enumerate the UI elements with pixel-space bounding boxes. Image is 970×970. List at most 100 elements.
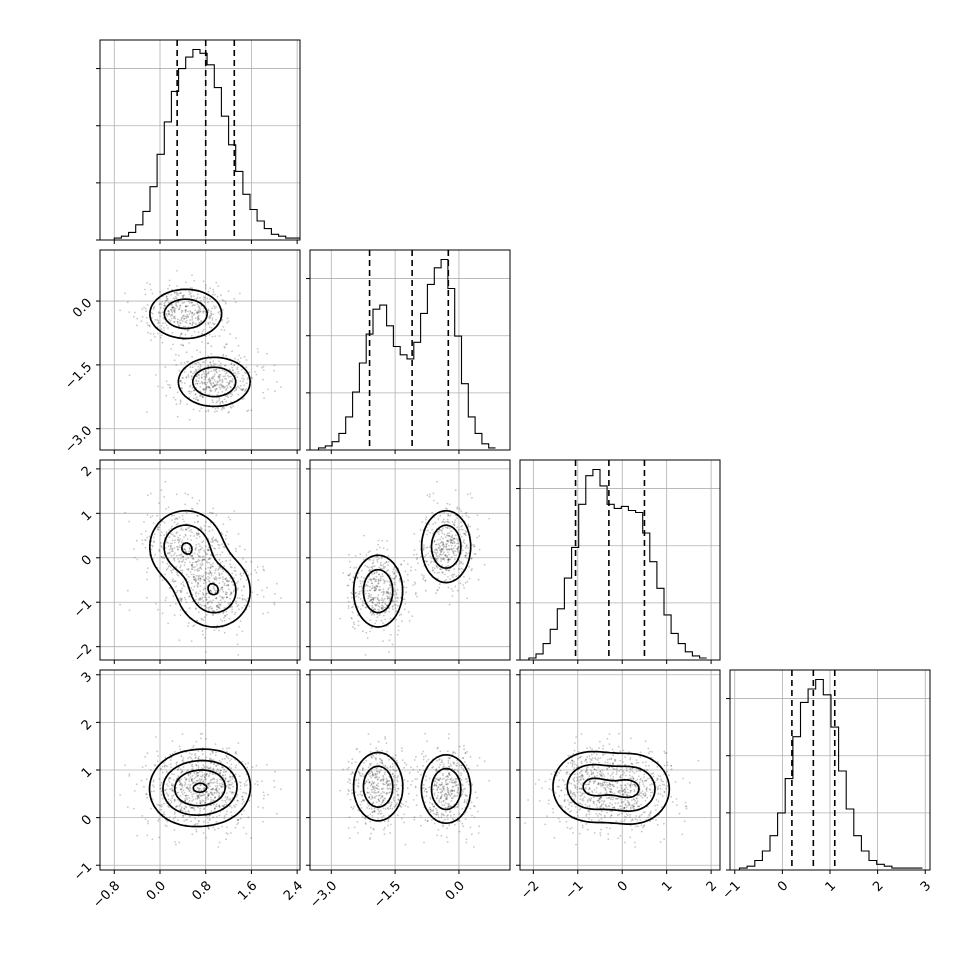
scatter-point — [173, 514, 176, 517]
scatter-point — [389, 765, 392, 768]
scatter-point — [370, 756, 373, 759]
scatter-point — [436, 572, 439, 574]
scatter-point — [396, 776, 399, 779]
scatter-point — [380, 599, 383, 601]
scatter-point — [163, 556, 165, 559]
scatter-point — [136, 834, 139, 837]
scatter-point — [147, 567, 149, 570]
scatter-point — [392, 568, 395, 571]
scatter-point — [226, 386, 229, 389]
scatter-point — [422, 750, 425, 753]
scatter-point — [451, 595, 454, 597]
scatter-point — [607, 772, 609, 775]
scatter-point — [377, 785, 380, 787]
scatter-point — [212, 375, 214, 378]
scatter-point — [357, 782, 360, 784]
scatter-point — [351, 789, 353, 792]
scatter-point — [210, 540, 212, 543]
scatter-point — [205, 606, 208, 609]
scatter-point — [380, 812, 383, 815]
scatter-point — [225, 584, 228, 587]
scatter-point — [465, 841, 468, 844]
scatter-point — [622, 801, 625, 803]
scatter-point — [436, 759, 438, 762]
scatter-point — [204, 335, 207, 337]
scatter-point — [197, 577, 200, 580]
scatter-point — [198, 555, 201, 558]
scatter-point — [227, 583, 230, 586]
scatter-point — [443, 804, 446, 807]
scatter-point — [226, 756, 228, 758]
scatter-point — [576, 786, 579, 788]
scatter-point — [425, 779, 427, 781]
scatter-point — [165, 531, 168, 533]
scatter-point — [169, 386, 172, 389]
scatter-point — [464, 787, 466, 790]
scatter-point — [262, 807, 264, 809]
scatter-point — [447, 805, 450, 807]
scatter-point — [215, 770, 218, 773]
scatter-point — [170, 313, 173, 316]
scatter-point — [212, 323, 215, 326]
scatter-point — [457, 568, 460, 570]
scatter-point — [410, 566, 412, 568]
scatter-point — [624, 799, 626, 801]
scatter-point — [205, 359, 208, 361]
scatter-point — [416, 765, 419, 768]
scatter-point — [373, 565, 376, 568]
scatter-point — [449, 558, 452, 561]
scatter-point — [214, 569, 217, 572]
scatter-point — [190, 334, 193, 337]
scatter-point — [439, 549, 441, 552]
scatter-point — [204, 323, 207, 325]
scatter-point — [195, 830, 198, 833]
scatter-point — [389, 584, 392, 587]
scatter-point — [226, 810, 228, 813]
scatter-point — [463, 539, 465, 542]
scatter-point — [180, 557, 182, 559]
scatter-point — [194, 579, 197, 582]
scatter-point — [245, 579, 248, 582]
scatter-point — [203, 604, 206, 607]
scatter-point — [199, 311, 202, 313]
scatter-point — [620, 801, 623, 804]
scatter-point — [440, 834, 443, 837]
scatter-point — [447, 737, 450, 740]
scatter-point — [574, 806, 577, 808]
scatter-point — [377, 539, 380, 542]
scatter-point — [350, 591, 352, 594]
scatter-point — [216, 604, 218, 607]
scatter-point — [440, 530, 443, 533]
scatter-point — [159, 291, 162, 293]
scatter-point — [202, 387, 205, 390]
scatter-point — [426, 494, 429, 497]
scatter-point — [410, 783, 412, 786]
scatter-point — [187, 315, 190, 318]
scatter-point — [185, 305, 187, 308]
scatter-point — [444, 536, 447, 539]
scatter-point — [174, 539, 176, 542]
scatter-point — [196, 568, 199, 571]
scatter-point — [214, 743, 217, 745]
scatter-point — [204, 571, 207, 574]
scatter-point — [377, 594, 380, 596]
scatter-point — [180, 343, 183, 346]
scatter-point — [250, 376, 253, 379]
scatter-point — [447, 561, 449, 564]
scatter-point — [412, 799, 415, 801]
scatter-point — [228, 383, 231, 385]
scatter-point — [218, 841, 221, 844]
scatter-point — [393, 757, 396, 760]
scatter-point — [199, 351, 202, 354]
scatter-point — [177, 308, 180, 310]
scatter-point — [203, 778, 206, 781]
scatter-point — [179, 589, 181, 592]
scatter-point — [451, 753, 454, 755]
scatter-point — [215, 785, 217, 787]
scatter-point — [170, 569, 173, 572]
scatter-point — [441, 541, 443, 543]
scatter-point — [186, 769, 189, 771]
scatter-point — [212, 585, 215, 588]
scatter-point — [370, 598, 373, 601]
scatter-point — [393, 581, 396, 584]
